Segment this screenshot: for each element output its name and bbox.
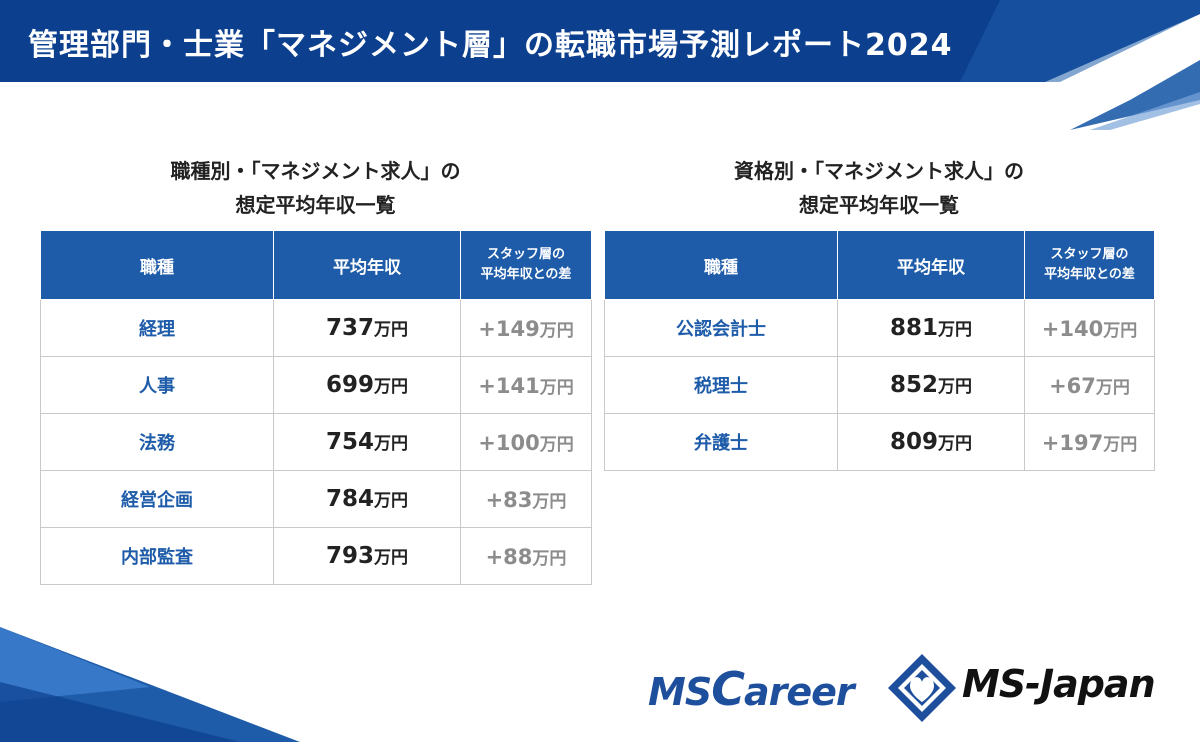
table-row: 公認会計士 881万円 +140万円	[604, 299, 1155, 357]
left-salary-table: 職種 平均年収 スタッフ層の 平均年収との差 経理 737万円 +149万円 人…	[40, 230, 592, 585]
left-heading-line1: 職種別・「マネジメント求人」の	[170, 159, 461, 183]
job-name: 経理	[40, 299, 274, 357]
msjapan-logo: MS-Japan	[962, 662, 1156, 706]
table-row: 法務 754万円 +100万円	[40, 413, 592, 471]
job-name: 内部監査	[40, 527, 274, 585]
mscareer-logo: MSCareer	[648, 662, 855, 716]
left-table-panel: 職種別・「マネジメント求人」の 想定平均年収一覧 職種 平均年収 スタッフ層の …	[40, 152, 592, 585]
salary-value: 809万円	[837, 413, 1025, 471]
job-name: 法務	[40, 413, 274, 471]
decorative-stripes-top-right	[1070, 60, 1200, 130]
header-diff: スタッフ層の 平均年収との差	[1024, 230, 1155, 300]
salary-value: 784万円	[273, 470, 461, 528]
job-name: 経営企画	[40, 470, 274, 528]
right-salary-table: 職種 平均年収 スタッフ層の 平均年収との差 公認会計士 881万円 +140万…	[604, 230, 1155, 471]
page-title: 管理部門・士業「マネジメント層」の転職市場予測レポート2024	[28, 28, 953, 63]
job-name: 弁護士	[604, 413, 838, 471]
right-table-panel: 資格別・「マネジメント求人」の 想定平均年収一覧 職種 平均年収 スタッフ層の …	[604, 152, 1155, 471]
salary-value: 737万円	[273, 299, 461, 357]
salary-value: 754万円	[273, 413, 461, 471]
table-row: 経営企画 784万円 +83万円	[40, 470, 592, 528]
decorative-stripes-bottom-left	[0, 627, 300, 742]
left-table-heading: 職種別・「マネジメント求人」の 想定平均年収一覧	[40, 152, 591, 230]
diff-value: +149万円	[460, 299, 592, 357]
salary-value: 699万円	[273, 356, 461, 414]
table-row: 内部監査 793万円 +88万円	[40, 527, 592, 585]
job-name: 税理士	[604, 356, 838, 414]
diff-value: +140万円	[1024, 299, 1155, 357]
header-salary: 平均年収	[273, 230, 461, 300]
left-heading-line2: 想定平均年収一覧	[235, 193, 396, 217]
job-name: 公認会計士	[604, 299, 838, 357]
table-row: 弁護士 809万円 +197万円	[604, 413, 1155, 471]
diff-value: +88万円	[460, 527, 592, 585]
right-heading-line2: 想定平均年収一覧	[799, 193, 959, 217]
diff-value: +83万円	[460, 470, 592, 528]
header-diff: スタッフ層の 平均年収との差	[460, 230, 592, 300]
table-row: 人事 699万円 +141万円	[40, 356, 592, 414]
header-job: 職種	[40, 230, 274, 300]
table-header-row: 職種 平均年収 スタッフ層の 平均年収との差	[40, 230, 592, 300]
salary-value: 852万円	[837, 356, 1025, 414]
job-name: 人事	[40, 356, 274, 414]
diff-value: +197万円	[1024, 413, 1155, 471]
table-row: 経理 737万円 +149万円	[40, 299, 592, 357]
diamond-logo-icon	[888, 654, 956, 722]
header-job: 職種	[604, 230, 838, 300]
table-header-row: 職種 平均年収 スタッフ層の 平均年収との差	[604, 230, 1155, 300]
diff-value: +67万円	[1024, 356, 1155, 414]
table-row: 税理士 852万円 +67万円	[604, 356, 1155, 414]
header-banner: 管理部門・士業「マネジメント層」の転職市場予測レポート2024	[0, 0, 1200, 82]
header-background	[0, 0, 1200, 82]
salary-value: 793万円	[273, 527, 461, 585]
right-heading-line1: 資格別・「マネジメント求人」の	[734, 159, 1024, 183]
right-table-heading: 資格別・「マネジメント求人」の 想定平均年収一覧	[604, 152, 1154, 230]
header-salary: 平均年収	[837, 230, 1025, 300]
diff-value: +100万円	[460, 413, 592, 471]
salary-value: 881万円	[837, 299, 1025, 357]
logo-area: MSCareer MS-Japan	[640, 648, 1180, 728]
diff-value: +141万円	[460, 356, 592, 414]
